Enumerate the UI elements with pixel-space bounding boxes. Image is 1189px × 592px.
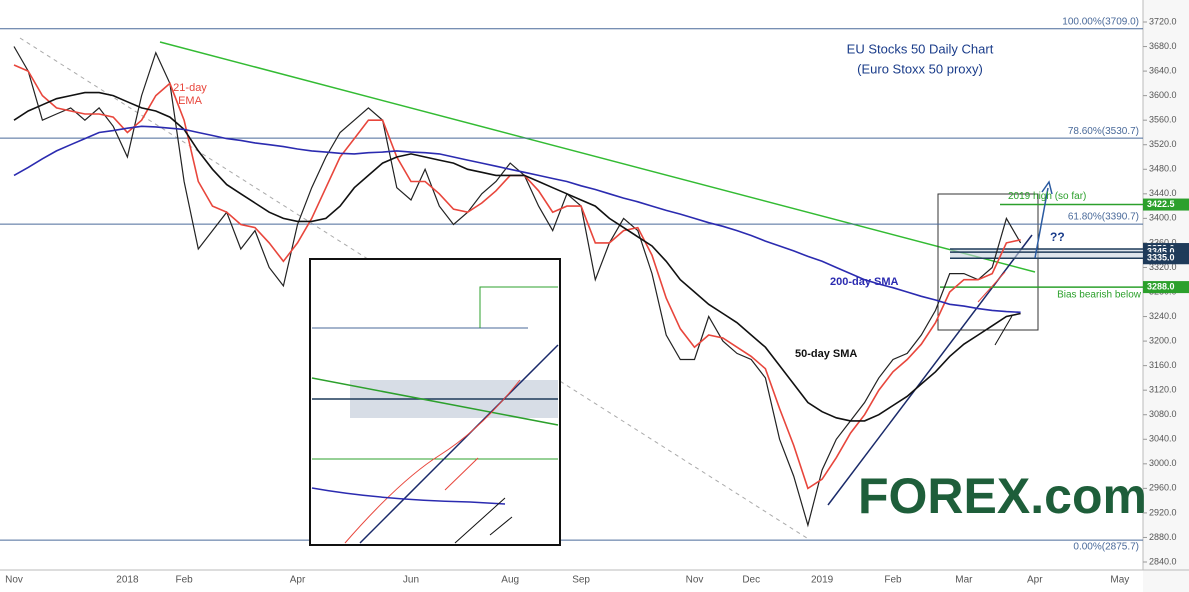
level-tag: 3422.5 bbox=[1147, 199, 1175, 209]
x-tick-label: Dec bbox=[742, 575, 760, 586]
y-tick-label: 3320.0 bbox=[1149, 262, 1177, 272]
level-note: 2019 high (so far) bbox=[1008, 191, 1086, 202]
x-tick-label: Aug bbox=[501, 575, 519, 586]
support-band bbox=[950, 249, 1143, 259]
y-tick-label: 3640.0 bbox=[1149, 65, 1177, 75]
fib-label: 0.00%(2875.7) bbox=[1073, 542, 1139, 553]
y-tick-label: 3080.0 bbox=[1149, 409, 1177, 419]
y-tick-label: 3720.0 bbox=[1149, 16, 1177, 26]
y-tick-label: 2920.0 bbox=[1149, 507, 1177, 517]
level-tag: 3335.0 bbox=[1147, 253, 1175, 263]
y-tick-label: 3480.0 bbox=[1149, 164, 1177, 174]
y-tick-label: 3040.0 bbox=[1149, 434, 1177, 444]
inset-ema bbox=[344, 379, 521, 544]
downtrend-line bbox=[159, 41, 1036, 273]
level-tag: 3345.0 bbox=[1147, 246, 1175, 256]
y-tick-label: 3560.0 bbox=[1149, 115, 1177, 125]
logo: FOREX.com bbox=[858, 468, 1147, 524]
x-tick-label: Jun bbox=[403, 575, 419, 586]
y-tick-label: 2880.0 bbox=[1149, 532, 1177, 542]
y-tick-label: 3400.0 bbox=[1149, 213, 1177, 223]
y-tick-label: 3600.0 bbox=[1149, 90, 1177, 100]
arrow bbox=[977, 271, 1006, 303]
chart-subtitle: (Euro Stoxx 50 proxy) bbox=[857, 61, 983, 76]
level-tag: 3288.0 bbox=[1147, 281, 1175, 291]
zoom-box bbox=[937, 193, 1039, 331]
ma-line bbox=[13, 91, 1021, 422]
series-layer bbox=[0, 28, 1143, 541]
y-tick-label: 3440.0 bbox=[1149, 188, 1177, 198]
y-axis-strip bbox=[1143, 0, 1189, 592]
inset bbox=[309, 258, 561, 546]
x-tick-label: Mar bbox=[955, 575, 973, 586]
x-tick-label: Nov bbox=[686, 575, 704, 586]
series-label: 50-day SMA bbox=[795, 348, 857, 360]
x-tick-label: May bbox=[1110, 575, 1129, 586]
level-note: Bias bearish below bbox=[1057, 290, 1142, 301]
price-line bbox=[13, 46, 1022, 528]
x-tick-label: Feb bbox=[176, 575, 194, 586]
y-tick-label: 3680.0 bbox=[1149, 41, 1177, 51]
y-tick-label: 3520.0 bbox=[1149, 139, 1177, 149]
inset-arrow bbox=[489, 516, 513, 536]
x-tick-label: Sep bbox=[572, 575, 590, 586]
y-tick-label: 3000.0 bbox=[1149, 458, 1177, 468]
y-tick-label: 3200.0 bbox=[1149, 335, 1177, 345]
inset-arrow bbox=[444, 457, 479, 491]
x-tick-label: 2018 bbox=[116, 575, 139, 586]
question-mark: ?? bbox=[1050, 230, 1065, 244]
x-tick-label: Feb bbox=[884, 575, 902, 586]
y-tick-label: 2960.0 bbox=[1149, 483, 1177, 493]
series-label: 200-day SMA bbox=[830, 276, 899, 288]
fib-label: 78.60%(3530.7) bbox=[1068, 126, 1139, 137]
x-tick-label: Nov bbox=[5, 575, 23, 586]
series-label: 21-day EMA bbox=[173, 82, 207, 107]
fib-label: 100.00%(3709.0) bbox=[1062, 16, 1139, 27]
inset-trend bbox=[311, 377, 559, 426]
x-tick-label: Apr bbox=[290, 575, 306, 586]
y-tick-label: 3240.0 bbox=[1149, 311, 1177, 321]
x-tick-label: 2019 bbox=[811, 575, 834, 586]
fib-label: 61.80%(3390.7) bbox=[1068, 212, 1139, 223]
x-tick-label: Apr bbox=[1027, 575, 1043, 586]
level-tag-bg bbox=[1143, 198, 1189, 211]
level-tag-bg bbox=[1143, 281, 1189, 294]
y-tick-label: 3360.0 bbox=[1149, 237, 1177, 247]
inset-level bbox=[479, 286, 558, 328]
y-tick-label: 3120.0 bbox=[1149, 385, 1177, 395]
arrow bbox=[994, 315, 1013, 346]
y-tick-label: 3160.0 bbox=[1149, 360, 1177, 370]
arrow bbox=[1034, 187, 1049, 259]
ma-line bbox=[13, 125, 1021, 314]
chart-title: EU Stocks 50 Daily Chart bbox=[847, 41, 994, 56]
inset-arrow bbox=[454, 497, 506, 544]
inset-trend bbox=[359, 344, 559, 544]
inset-sma bbox=[311, 487, 506, 505]
arrow-head bbox=[1041, 180, 1053, 195]
level-tag-bg bbox=[1143, 252, 1189, 265]
y-tick-label: 2840.0 bbox=[1149, 556, 1177, 566]
